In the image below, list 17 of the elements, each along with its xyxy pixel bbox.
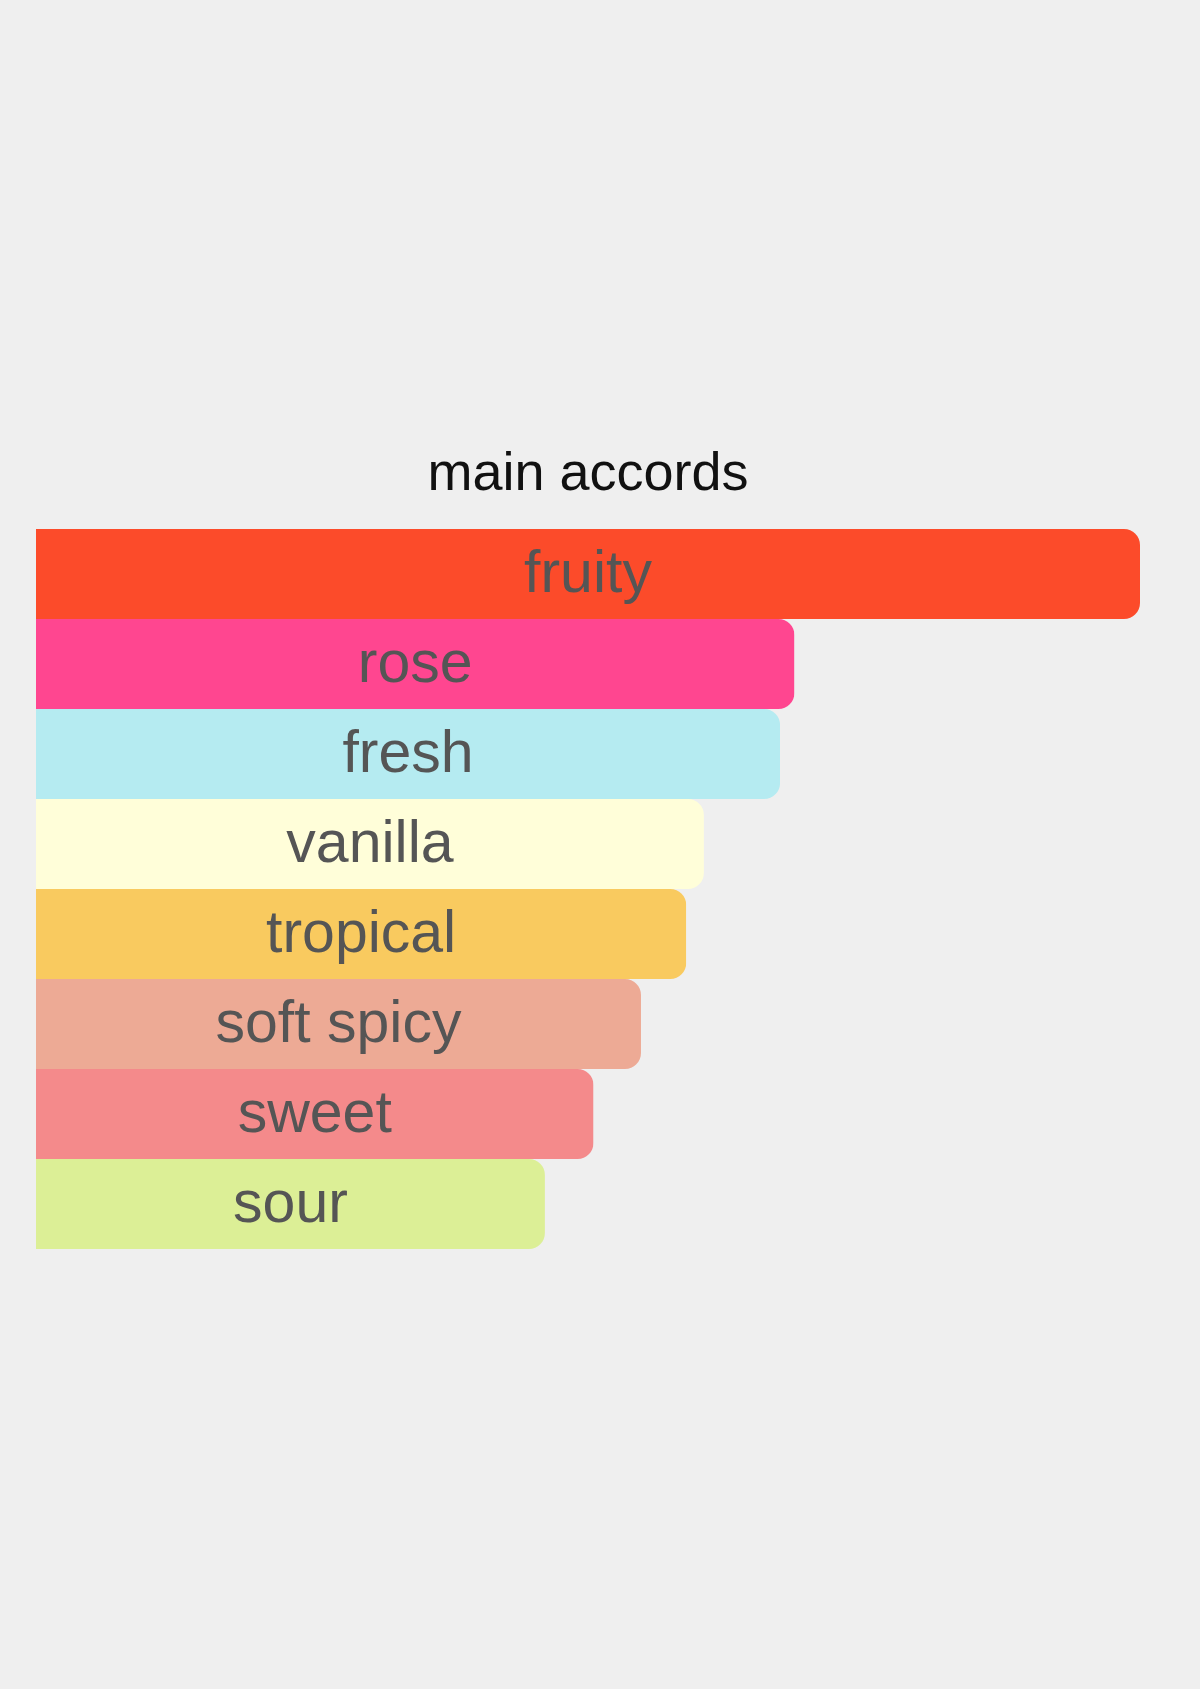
chart-title: main accords [427, 441, 749, 501]
bar [36, 1069, 594, 1159]
y-tick-label: fruity [524, 539, 653, 605]
bar [36, 619, 795, 709]
y-tick-label: soft spicy [215, 989, 462, 1055]
bar [36, 1159, 545, 1249]
y-tick-label: rose [357, 629, 473, 695]
y-tick-label: fresh [342, 719, 474, 785]
y-tick-label: vanilla [286, 809, 454, 875]
y-tick-label: sweet [237, 1079, 392, 1145]
bar [36, 799, 704, 889]
bar [36, 529, 1140, 619]
bar [36, 709, 781, 799]
y-tick-label: sour [233, 1169, 348, 1235]
bar [36, 979, 641, 1069]
bar [36, 889, 687, 979]
y-tick-label: tropical [266, 899, 457, 965]
